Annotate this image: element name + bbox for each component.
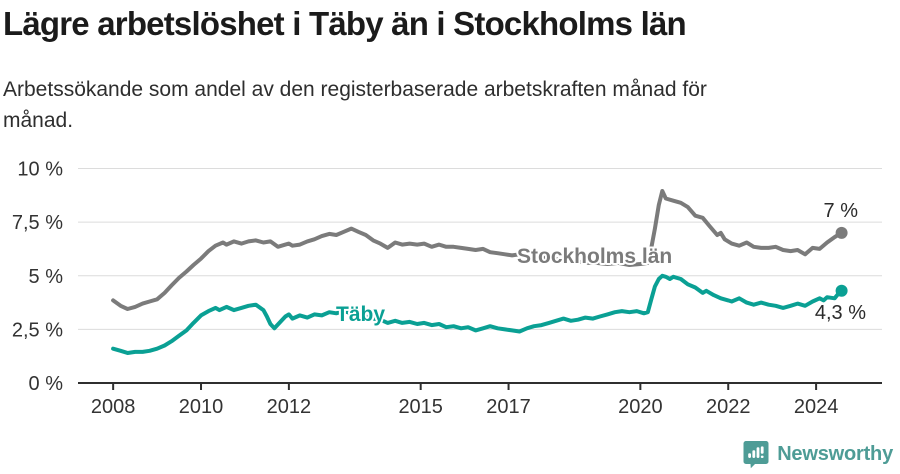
speech-bubble-shape — [743, 441, 769, 469]
x-axis-ticks: 2008 2010 2012 2015 2017 2020 2022 2024 — [91, 383, 838, 418]
taby-line-series — [111, 273, 844, 355]
stockholm-end-value-label: 7 % — [824, 200, 859, 222]
newsworthy-logo-icon — [743, 441, 769, 469]
y-tick-label: 0 % — [29, 373, 64, 395]
y-tick-label: 2,5 % — [12, 319, 63, 341]
taby-end-dot — [835, 284, 848, 297]
brand-name: Newsworthy — [777, 443, 893, 465]
stockholm-end-dot — [835, 226, 848, 239]
taby-end-value-label: 4,3 % — [815, 302, 866, 324]
y-axis-tick-labels: 0 % 2,5 % 5 % 7,5 % 10 % — [12, 159, 63, 396]
x-tick-label: 2010 — [179, 396, 224, 418]
x-tick-label: 2012 — [267, 396, 312, 418]
x-tick-label: 2017 — [486, 396, 531, 418]
x-tick-label: 2022 — [706, 396, 751, 418]
stockholm-series-label: Stockholms län — [517, 245, 672, 268]
x-tick-label: 2020 — [618, 396, 663, 418]
x-tick-label: 2008 — [91, 396, 136, 418]
exclamation-bar — [760, 446, 764, 454]
chart-subtitle-line-2: månad. — [3, 109, 74, 132]
exclamation-dot — [760, 455, 764, 458]
taby-series-label: Täby — [336, 303, 385, 326]
x-tick-label: 2015 — [398, 396, 443, 418]
chart-subtitle: Arbetssökande som andel av den registerb… — [3, 74, 883, 136]
page-title: Lägre arbetslöshet i Täby än i Stockholm… — [3, 5, 687, 42]
y-tick-label: 7,5 % — [12, 212, 63, 234]
bar-chart-glyph — [748, 446, 764, 458]
stockholm-line-series — [111, 189, 844, 311]
x-tick-label: 2024 — [794, 396, 839, 418]
chart-subtitle-line-1: Arbetssökande som andel av den registerb… — [3, 78, 707, 101]
y-tick-label: 10 % — [17, 159, 63, 181]
newsworthy-logo-link[interactable]: Newsworthy — [743, 440, 893, 469]
y-tick-label: 5 % — [29, 266, 64, 288]
